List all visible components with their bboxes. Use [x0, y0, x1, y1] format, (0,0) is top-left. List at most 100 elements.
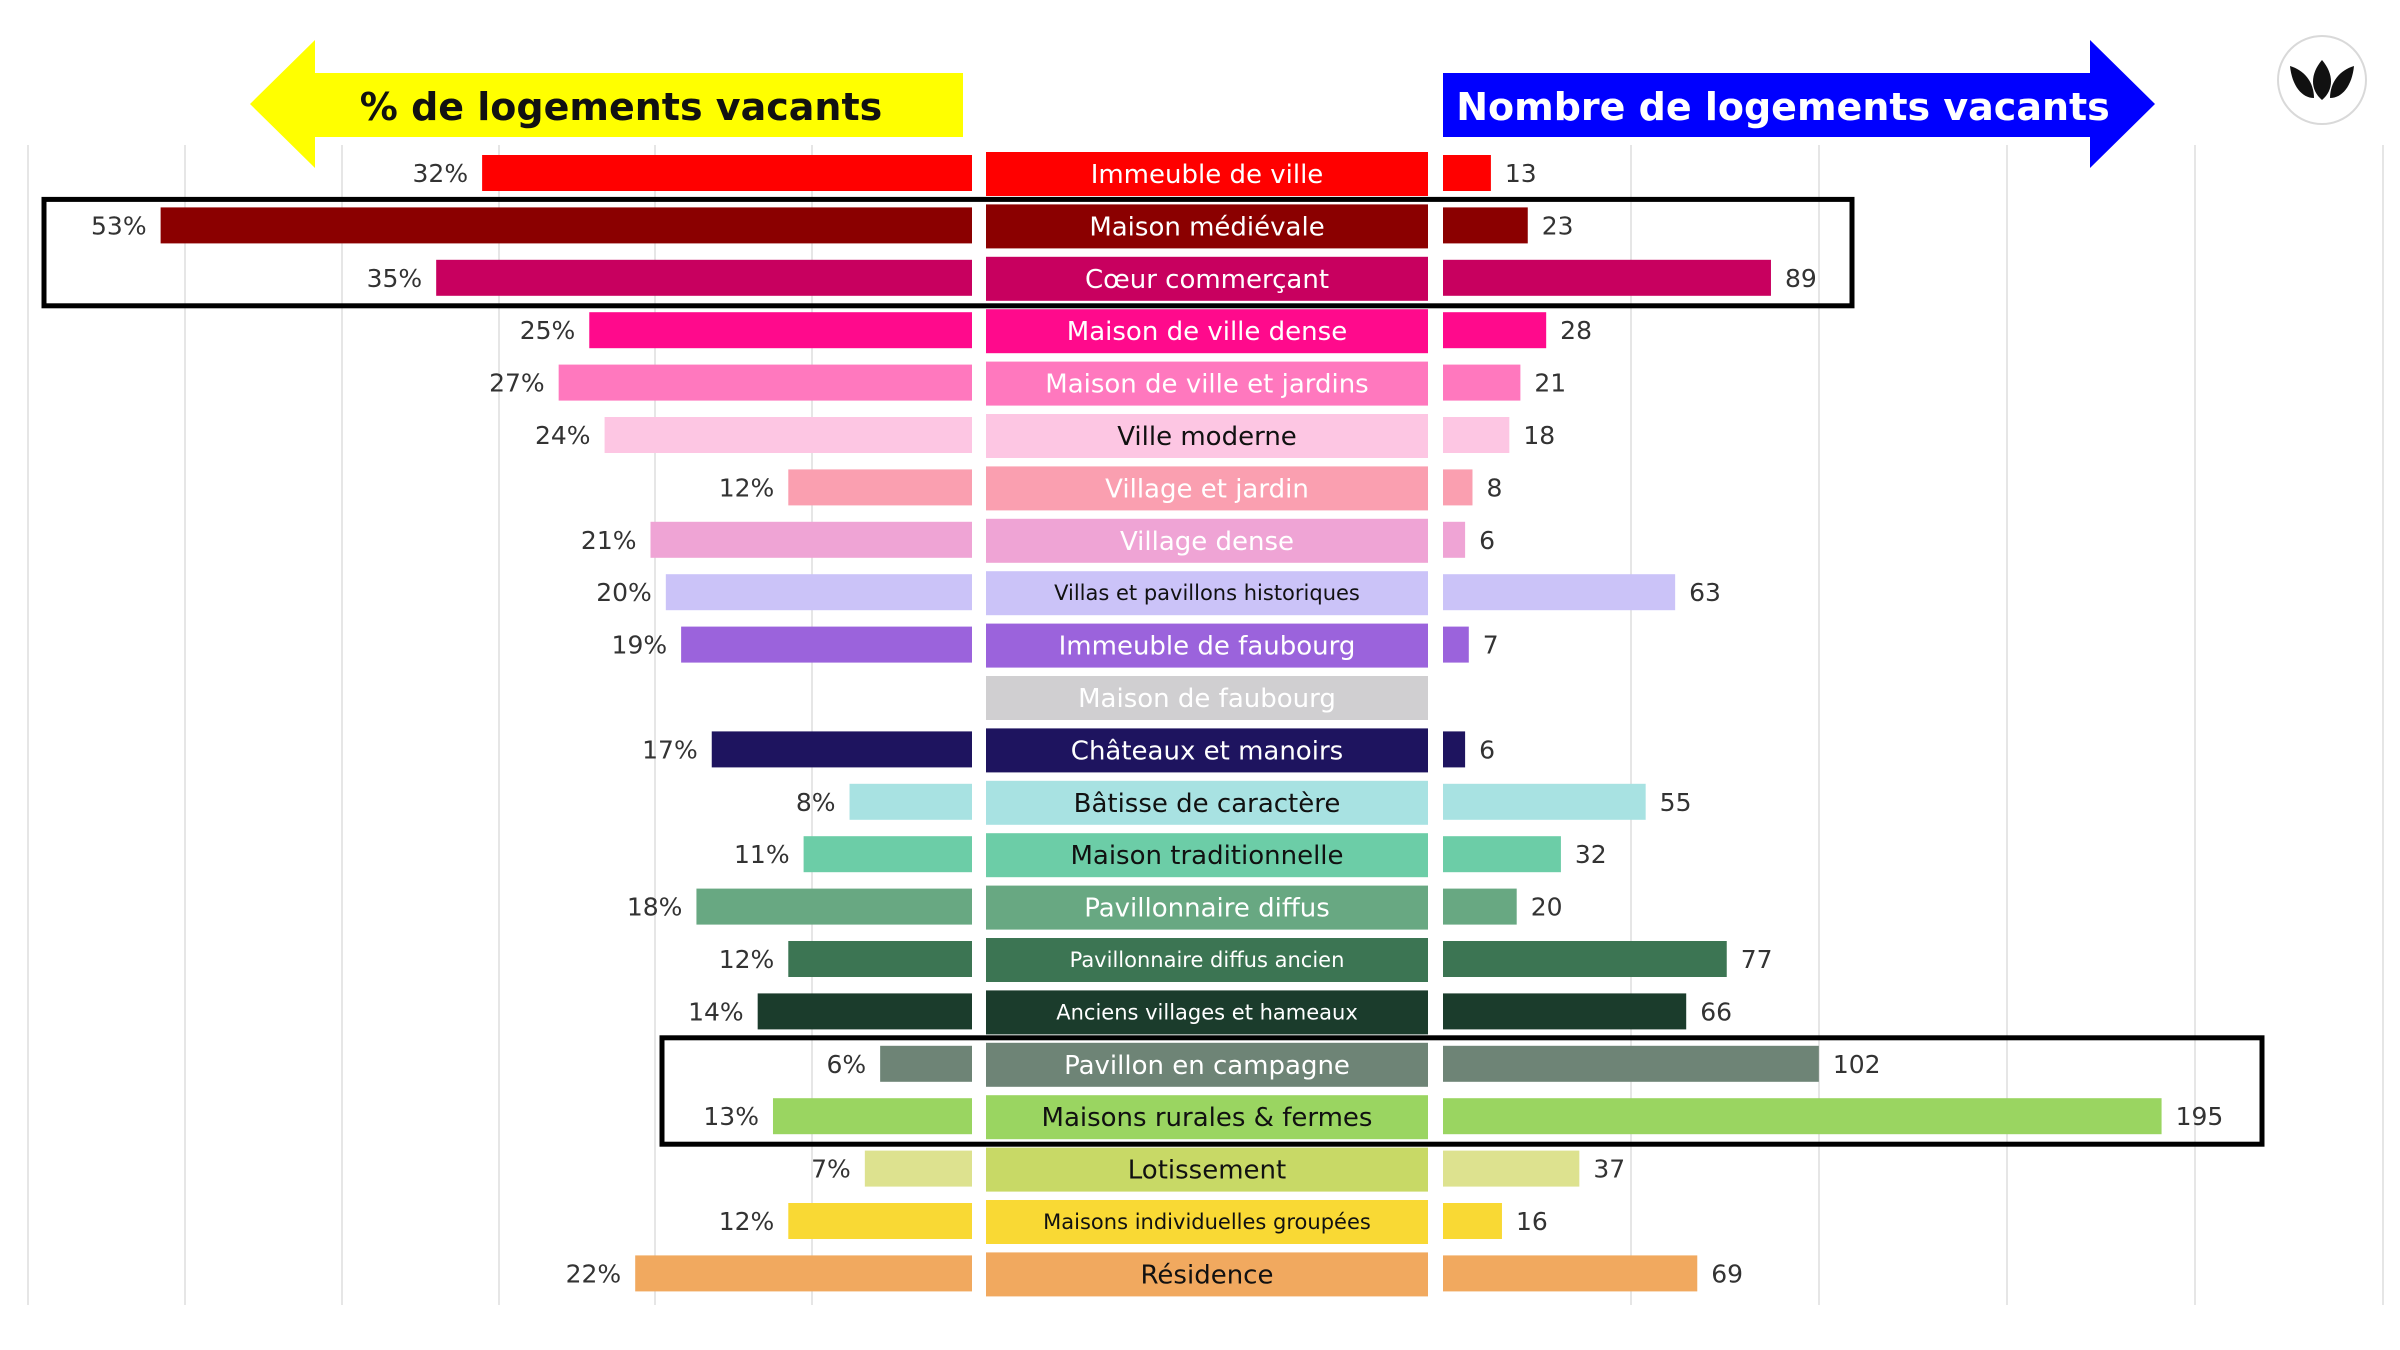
chart-row: 8% Bâtisse de caractère 55 [796, 780, 1691, 825]
count-label: 66 [1700, 997, 1732, 1026]
pct-bar [482, 155, 972, 191]
right-header-arrow [1443, 40, 2155, 168]
count-label: 102 [1833, 1050, 1881, 1079]
pct-bar [650, 521, 972, 558]
pct-label: 53% [91, 211, 147, 240]
category-label: Pavillon en campagne [1064, 1051, 1350, 1081]
category-label-box [986, 414, 1428, 458]
chart-row: 53% Maison médiévale 23 [91, 204, 1574, 249]
pct-label: 14% [688, 997, 744, 1026]
chart-row: 25% Maison de ville dense 28 [520, 309, 1592, 354]
chart-header: % de logements vacants Nombre de logemen… [250, 40, 2155, 168]
category-label-box [986, 256, 1428, 301]
pct-bar [160, 207, 973, 244]
count-label: 21 [1534, 369, 1566, 398]
count-bar [1443, 626, 1469, 663]
left-header-label: % de logements vacants [360, 85, 882, 129]
pct-label: 27% [489, 369, 545, 398]
category-label-box [986, 1147, 1428, 1192]
chart-row: 17% Châteaux et manoirs 6 [642, 728, 1495, 773]
category-label-box [986, 571, 1428, 616]
pct-bar [864, 1150, 972, 1187]
pct-label: 12% [719, 1207, 775, 1236]
pct-label: 17% [642, 735, 698, 764]
pct-label: 20% [596, 578, 652, 607]
pct-label: 7% [811, 1155, 851, 1184]
count-label: 195 [2176, 1102, 2224, 1131]
chart-rows: 32% Immeuble de ville 13 53% Maison médiéval… [91, 152, 2224, 1297]
count-bar [1443, 417, 1510, 453]
pct-bar [788, 1203, 972, 1239]
chart-row: 24% Ville moderne 18 [535, 414, 1555, 458]
count-bar [1443, 941, 1727, 977]
category-label-box [986, 885, 1428, 930]
highlight-boxes [41, 196, 2265, 1147]
count-bar [1443, 888, 1517, 925]
category-label: Maison de ville dense [1067, 317, 1347, 347]
count-bar [1443, 1255, 1698, 1292]
pct-bar [665, 574, 972, 611]
right-header-label: Nombre de logements vacants [1456, 85, 2110, 129]
category-label: Villas et pavillons historiques [1054, 581, 1360, 605]
pct-bar [803, 836, 972, 873]
category-label: Maison de faubourg [1078, 684, 1336, 714]
chart-row: 27% Maison de ville et jardins 21 [489, 361, 1566, 406]
pct-label: 25% [520, 316, 576, 345]
chart-row: 32% Immeuble de ville 13 [413, 152, 1537, 196]
count-bar [1443, 1203, 1502, 1239]
category-label: Maisons individuelles groupées [1043, 1210, 1371, 1234]
pct-bar [880, 1045, 972, 1082]
chart-row: 18% Pavillonnaire diffus 20 [627, 885, 1563, 930]
pct-bar [772, 1098, 972, 1135]
chart-row: 21% Village dense 6 [581, 518, 1495, 563]
count-label: 63 [1689, 578, 1721, 607]
count-label: 28 [1560, 316, 1592, 345]
category-label: Châteaux et manoirs [1071, 736, 1343, 766]
category-label-box [986, 1095, 1428, 1140]
pct-label: 18% [627, 893, 683, 922]
count-bar [1443, 155, 1491, 191]
category-label-box [986, 728, 1428, 773]
pct-label: 24% [535, 421, 591, 450]
category-label-box [986, 780, 1428, 825]
count-bar [1443, 521, 1466, 558]
count-bar [1443, 1098, 2162, 1135]
count-label: 18 [1523, 421, 1555, 450]
category-label-box [986, 309, 1428, 354]
pct-bar [436, 259, 972, 296]
count-bar [1443, 207, 1528, 244]
category-label-box [986, 1042, 1428, 1087]
chart-row: 12% Pavillonnaire diffus ancien 77 [719, 938, 1773, 982]
category-label-box [986, 466, 1428, 511]
category-label: Village et jardin [1105, 474, 1309, 504]
count-label: 89 [1785, 264, 1817, 293]
count-bar [1443, 259, 1771, 296]
pct-bar [604, 417, 972, 453]
count-label: 16 [1516, 1207, 1548, 1236]
count-label: 13 [1505, 159, 1537, 188]
chart-row: 12% Village et jardin 8 [719, 466, 1502, 511]
chart-row: 22% Résidence 69 [566, 1252, 1743, 1297]
count-label: 20 [1531, 893, 1563, 922]
category-label: Résidence [1141, 1260, 1274, 1290]
pct-label: 13% [703, 1102, 759, 1131]
pct-label: 12% [719, 473, 775, 502]
pct-label: 8% [796, 788, 836, 817]
chart-row: 19% Immeuble de faubourg 7 [612, 623, 1499, 668]
pct-bar [558, 364, 972, 401]
category-label: Immeuble de faubourg [1059, 632, 1356, 662]
category-label: Cœur commerçant [1085, 265, 1329, 295]
count-bar [1443, 1150, 1580, 1187]
count-bar [1443, 993, 1687, 1030]
category-label: Bâtisse de caractère [1074, 789, 1341, 819]
highlight-box [41, 196, 1855, 309]
chart-row: 20% Villas et pavillons historiques 63 [596, 571, 1721, 616]
pct-bar [849, 783, 972, 820]
category-label: Pavillonnaire diffus [1084, 894, 1330, 924]
count-bar [1443, 469, 1473, 506]
count-label: 32 [1575, 840, 1607, 869]
count-label: 7 [1483, 631, 1499, 660]
count-bar [1443, 364, 1521, 401]
count-label: 77 [1741, 945, 1773, 974]
